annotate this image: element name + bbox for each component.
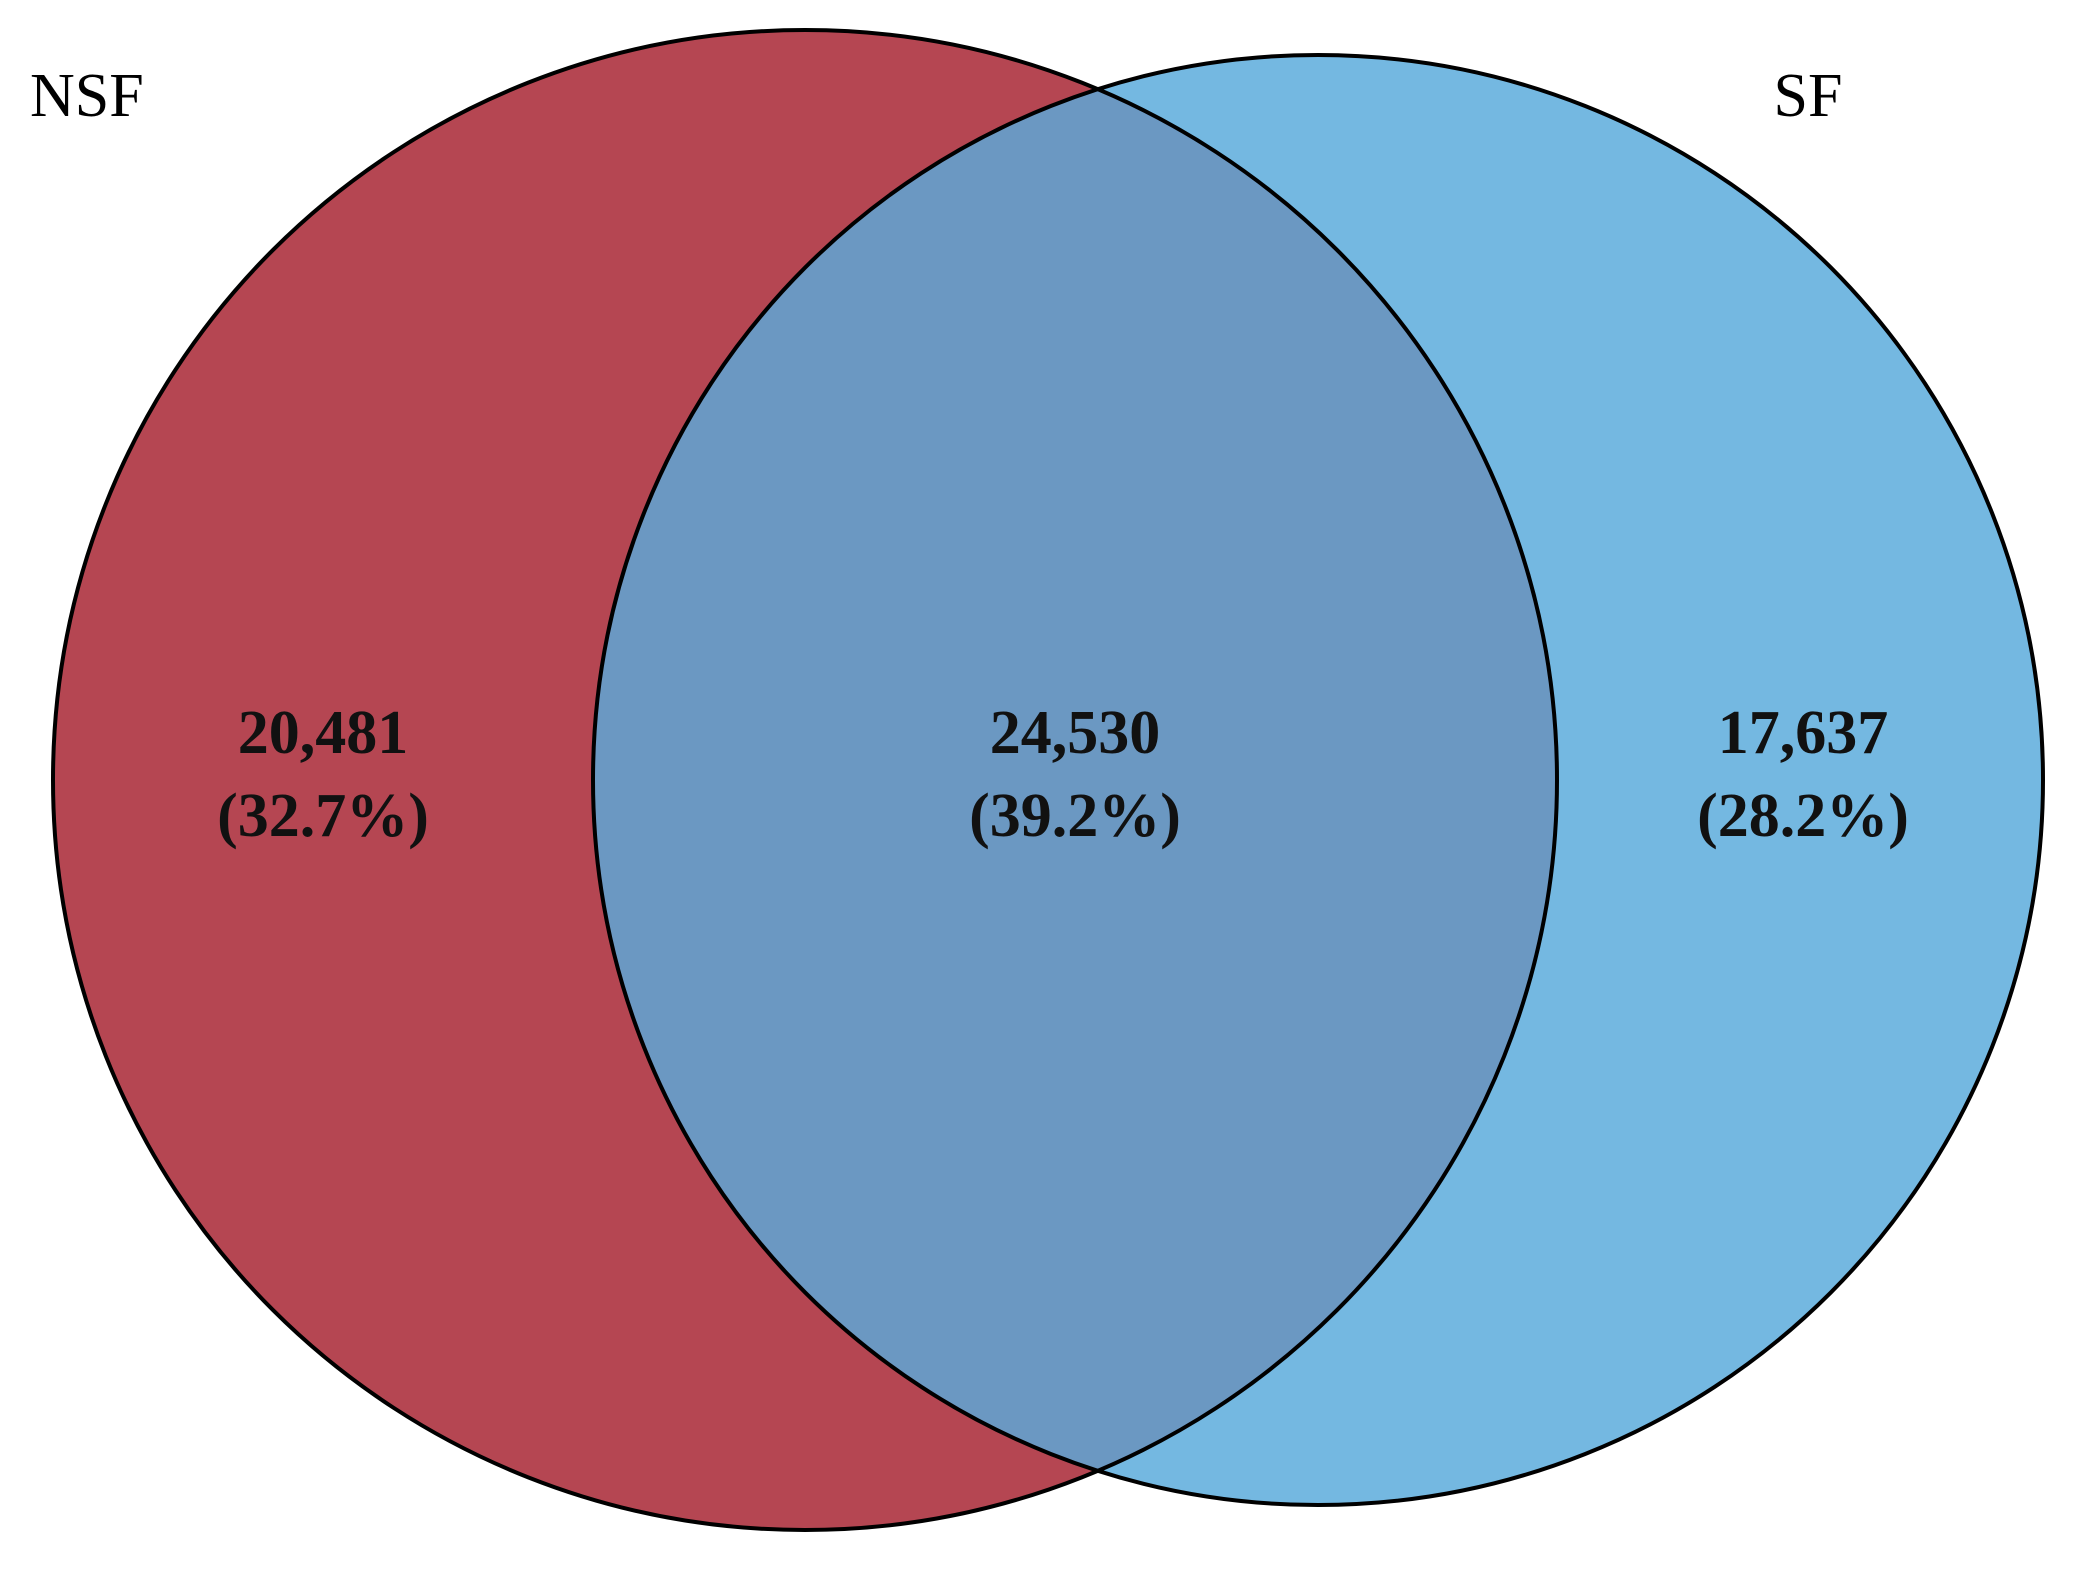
- sf-circle-outline: [591, 53, 2045, 1507]
- right-only-count: 17,637: [1718, 699, 1889, 767]
- sf-set-label: SF: [1774, 62, 1843, 130]
- overlap-count: 24,530: [990, 699, 1161, 767]
- nsf-set-label: NSF: [30, 62, 144, 130]
- left-only-count: 20,481: [238, 699, 409, 767]
- overlap-region: [593, 55, 1557, 1505]
- nsf-circle-outline: [51, 28, 1559, 1532]
- left-only-percent: (32.7%): [217, 782, 429, 850]
- right-only-percent: (28.2%): [1697, 782, 1909, 850]
- overlap-percent: (39.2%): [969, 782, 1181, 850]
